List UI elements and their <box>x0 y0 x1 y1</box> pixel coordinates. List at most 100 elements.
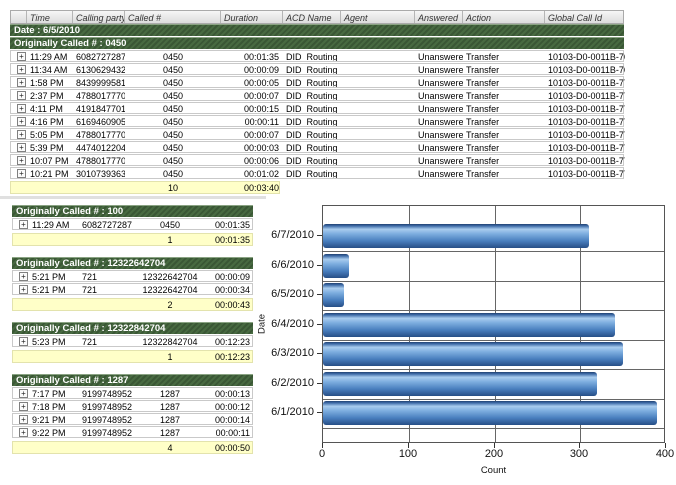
cell-duration: 00:00:06 <box>243 156 279 165</box>
cell-agent <box>341 90 415 100</box>
cell-global-call-id: 10103-D0-0011B-774 <box>548 130 625 139</box>
cell-acd-name: DID_Routing <box>286 169 338 178</box>
category-gridline <box>323 310 664 311</box>
expand-row-button[interactable]: + <box>17 104 26 113</box>
expand-cell: + <box>11 116 27 126</box>
call-groups-panel: Originally Called # : 100 +11:29 AM 608272… <box>12 205 253 465</box>
cell-acd-name: DID_Routing <box>286 143 338 152</box>
expand-cell: + <box>11 168 27 178</box>
cell-acd-name: DID_Routing <box>286 104 338 113</box>
expand-row-button[interactable]: + <box>17 91 26 100</box>
cell-global-call-id: 10103-D0-0011B-773 <box>548 117 625 126</box>
expand-row-button[interactable]: + <box>19 272 28 281</box>
expand-row-button[interactable]: + <box>17 130 26 139</box>
summary-spacer <box>13 234 29 245</box>
cell-calling-party: 9199748952 <box>82 428 133 437</box>
cell-called: 0450 <box>162 104 184 113</box>
call-group: Originally Called # : 12322642704 +5:21 P… <box>12 257 253 311</box>
call-group: Originally Called # : 100 +11:29 AM 608272… <box>12 205 253 246</box>
cell-calling-party: 4191847701 <box>76 104 125 113</box>
cell-calling-party: 4474012204 <box>76 143 125 152</box>
expand-cell: + <box>11 142 27 152</box>
x-axis-tick <box>665 443 666 448</box>
summary-spacer <box>79 234 135 245</box>
cell-duration: 00:00:11 <box>244 117 279 126</box>
cell-duration: 00:00:34 <box>214 285 250 294</box>
summary-spacer <box>79 299 135 310</box>
column-header-answered: Answered <box>415 11 463 23</box>
table-row: +10:21 PM 3010739363 0450 00:01:02 DID_Routi… <box>10 167 625 179</box>
chart-bar <box>323 224 589 248</box>
cell-calling-party: 6082727287 <box>82 220 133 229</box>
expand-row-button[interactable]: + <box>17 156 26 165</box>
table-row: +1:58 PM 8439999581 0450 00:00:05 DID_Routin… <box>10 76 625 88</box>
cell-called: 1287 <box>159 402 181 411</box>
expand-row-button[interactable]: + <box>17 65 26 74</box>
table-row: +5:23 PM 721 12322842704 00:12:23 <box>12 335 253 347</box>
expand-row-button[interactable]: + <box>17 52 26 61</box>
call-group: Originally Called # : 1287 +7:17 PM 919974… <box>12 374 253 454</box>
x-axis-tick-label: 400 <box>655 448 675 460</box>
expand-row-button[interactable]: + <box>19 428 28 437</box>
y-axis-tick-label: 6/4/2010 <box>271 318 314 330</box>
cell-answered: Unanswered <box>418 78 463 87</box>
cell-time: 10:07 PM <box>30 156 69 165</box>
cell-called: 0450 <box>162 117 184 126</box>
table-row: +10:07 PM 4788017770 0450 00:00:06 DID_Routi… <box>10 154 625 166</box>
expand-row-button[interactable]: + <box>19 402 28 411</box>
summary-spacer <box>29 351 79 362</box>
cell-global-call-id: 10103-D0-0011B-76F <box>548 65 625 74</box>
summary-spacer <box>13 442 29 453</box>
expand-row-button[interactable]: + <box>19 337 28 346</box>
cell-calling-party: 9199748952 <box>82 389 133 398</box>
expand-row-button[interactable]: + <box>17 78 26 87</box>
summary-call-count: 2 <box>167 300 173 310</box>
expand-row-button[interactable]: + <box>19 285 28 294</box>
expand-cell: + <box>11 90 27 100</box>
expand-row-button[interactable]: + <box>17 117 26 126</box>
y-axis-tick <box>317 265 322 266</box>
cell-answered: Unanswered <box>418 156 463 165</box>
cell-global-call-id: 10103-D0-0011B-77F <box>548 169 625 178</box>
cell-calling-party: 721 <box>82 285 98 294</box>
table-row: +4:16 PM 6169460905 0450 00:00:11 DID_Routin… <box>10 115 625 127</box>
expand-cell: + <box>13 401 29 411</box>
expand-row-button[interactable]: + <box>19 220 28 229</box>
expand-cell: + <box>13 284 29 294</box>
column-header-calling-party-: Calling party # <box>73 11 125 23</box>
y-axis-tick-label: 6/2/2010 <box>271 377 314 389</box>
expand-row-button[interactable]: + <box>19 415 28 424</box>
cell-calling-party: 6130629432 <box>76 65 125 74</box>
summary-spacer <box>79 351 135 362</box>
expand-row-button[interactable]: + <box>17 169 26 178</box>
cell-acd-name: DID_Routing <box>286 117 338 126</box>
column-header-acd-name: ACD Name <box>283 11 341 23</box>
cell-agent <box>341 77 415 87</box>
group-summary-row: 2 00:00:43 <box>12 298 253 311</box>
summary-spacer <box>27 182 73 193</box>
summary-total-duration: 00:03:40 <box>243 183 279 193</box>
cell-agent <box>341 64 415 74</box>
chart-bar <box>323 342 623 366</box>
cell-agent <box>341 168 415 178</box>
group-summary-row: 4 00:00:50 <box>12 441 253 454</box>
cell-time: 9:22 PM <box>32 428 66 437</box>
cell-time: 4:16 PM <box>30 117 64 126</box>
summary-total-duration: 00:12:23 <box>214 352 250 362</box>
y-axis-tick <box>317 324 322 325</box>
cell-called: 0450 <box>162 52 184 61</box>
chart-bar <box>323 254 349 278</box>
cell-action: Transfer <box>466 52 500 61</box>
cell-agent <box>341 103 415 113</box>
expand-row-button[interactable]: + <box>17 143 26 152</box>
summary-call-count: 1 <box>167 235 173 245</box>
expand-row-button[interactable]: + <box>19 389 28 398</box>
cell-time: 5:21 PM <box>32 285 66 294</box>
cell-called: 0450 <box>162 156 184 165</box>
cell-answered: Unanswered <box>418 91 463 100</box>
x-axis-tick-label: 200 <box>484 448 504 460</box>
cell-acd-name: DID_Routing <box>286 91 338 100</box>
cell-called: 0450 <box>162 143 184 152</box>
